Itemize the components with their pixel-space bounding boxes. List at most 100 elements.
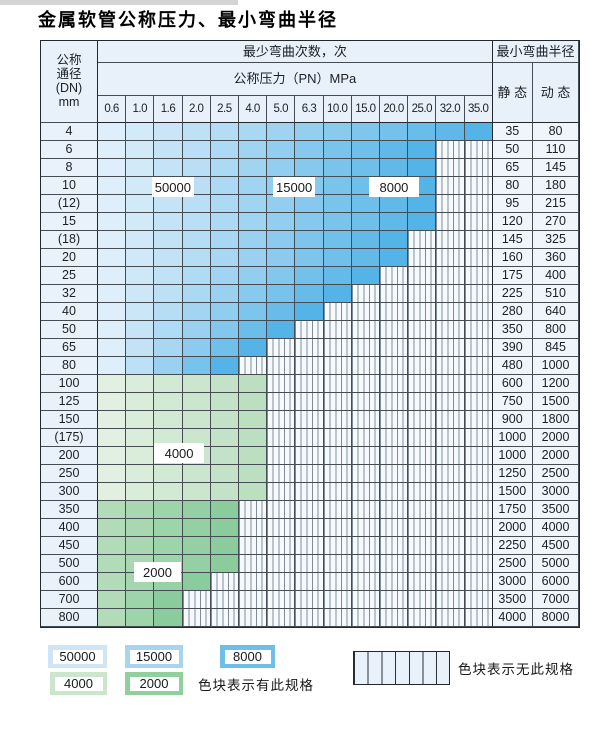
- no-spec-cell: [464, 303, 493, 321]
- spec-cell: [267, 195, 296, 213]
- no-spec-cell: [351, 447, 380, 465]
- no-spec-cell: [323, 501, 352, 519]
- spec-cell: [380, 213, 409, 231]
- dynamic-radius-cell: 1800: [532, 411, 580, 429]
- spec-cell: [210, 249, 239, 267]
- no-spec-cell: [267, 609, 296, 627]
- static-radius-cell: 120: [492, 213, 533, 231]
- spec-cell: [408, 123, 437, 141]
- spec-cell: [351, 159, 380, 177]
- spec-cell: [210, 303, 239, 321]
- no-spec-cell: [351, 573, 380, 591]
- spec-cell: [210, 321, 239, 339]
- no-spec-cell: [464, 285, 493, 303]
- no-spec-cell: [436, 321, 465, 339]
- no-spec-cell: [351, 537, 380, 555]
- static-radius-cell: 4000: [492, 609, 533, 627]
- no-spec-cell: [380, 339, 409, 357]
- spec-cell: [351, 123, 380, 141]
- spec-cell: [295, 159, 324, 177]
- static-radius-cell: 1000: [492, 429, 533, 447]
- spec-cell: [210, 141, 239, 159]
- spec-cell: [295, 249, 324, 267]
- dynamic-radius-cell: 2000: [532, 429, 580, 447]
- no-spec-cell: [380, 321, 409, 339]
- spec-cell: [210, 339, 239, 357]
- dynamic-radius-cell: 360: [532, 249, 580, 267]
- no-spec-cell: [408, 339, 437, 357]
- no-spec-cell: [436, 609, 465, 627]
- spec-cell: [267, 159, 296, 177]
- no-spec-cell: [380, 573, 409, 591]
- static-radius-cell: 160: [492, 249, 533, 267]
- spec-cell: [98, 591, 127, 609]
- spec-cell: [126, 483, 155, 501]
- no-spec-cell: [408, 609, 437, 627]
- spec-cell: [267, 141, 296, 159]
- dynamic-radius-cell: 1500: [532, 393, 580, 411]
- spec-cell: [182, 141, 211, 159]
- no-spec-cell: [408, 249, 437, 267]
- static-radius-cell: 280: [492, 303, 533, 321]
- spec-cell: [267, 123, 296, 141]
- spec-cell: [154, 195, 183, 213]
- no-spec-cell: [408, 501, 437, 519]
- spec-cell: [323, 231, 352, 249]
- spec-cell: [210, 537, 239, 555]
- no-spec-cell: [408, 411, 437, 429]
- dynamic-radius-cell: 510: [532, 285, 580, 303]
- spec-cell: [98, 573, 127, 591]
- no-spec-cell: [323, 375, 352, 393]
- spec-cell: [210, 501, 239, 519]
- no-spec-cell: [323, 447, 352, 465]
- dn-header-line: mm: [58, 95, 80, 110]
- spec-cell: [126, 357, 155, 375]
- spec-cell: [154, 321, 183, 339]
- legend-swatch: 4000: [50, 672, 107, 695]
- no-spec-cell: [464, 537, 493, 555]
- no-spec-cell: [380, 483, 409, 501]
- pressure-col-header: 25.0: [408, 96, 437, 123]
- no-spec-cell: [436, 213, 465, 231]
- no-spec-cell: [380, 501, 409, 519]
- no-spec-cell: [464, 573, 493, 591]
- no-spec-cell: [436, 195, 465, 213]
- no-spec-cell: [436, 519, 465, 537]
- pressure-col-header: 6.3: [295, 96, 324, 123]
- no-spec-cell: [351, 519, 380, 537]
- spec-cell: [126, 429, 155, 447]
- no-spec-cell: [351, 429, 380, 447]
- no-spec-cell: [408, 591, 437, 609]
- dn-cell: 450: [41, 537, 98, 555]
- no-spec-cell: [323, 339, 352, 357]
- static-radius-cell: 50: [492, 141, 533, 159]
- spec-cell: [210, 393, 239, 411]
- no-spec-cell: [380, 357, 409, 375]
- no-spec-cell: [295, 321, 324, 339]
- spec-cell: [210, 519, 239, 537]
- no-spec-cell: [464, 321, 493, 339]
- spec-cell: [126, 609, 155, 627]
- no-spec-cell: [351, 393, 380, 411]
- spec-cell: [239, 249, 268, 267]
- spec-cell: [182, 267, 211, 285]
- static-radius-cell: 750: [492, 393, 533, 411]
- no-spec-cell: [351, 483, 380, 501]
- dn-cell: (18): [41, 231, 98, 249]
- dn-cell: 150: [41, 411, 98, 429]
- dynamic-radius-cell: 215: [532, 195, 580, 213]
- spec-cell: [182, 411, 211, 429]
- spec-cell: [267, 303, 296, 321]
- spec-cell: [267, 231, 296, 249]
- top-edge-strip: [0, 0, 238, 5]
- spec-cell: [239, 303, 268, 321]
- dynamic-radius-cell: 640: [532, 303, 580, 321]
- spec-cell: [323, 195, 352, 213]
- no-spec-cell: [267, 375, 296, 393]
- spec-cell: [210, 195, 239, 213]
- dn-cell: 100: [41, 375, 98, 393]
- spec-cell: [154, 591, 183, 609]
- dynamic-radius-cell: 180: [532, 177, 580, 195]
- spec-cell: [126, 123, 155, 141]
- no-spec-cell: [267, 555, 296, 573]
